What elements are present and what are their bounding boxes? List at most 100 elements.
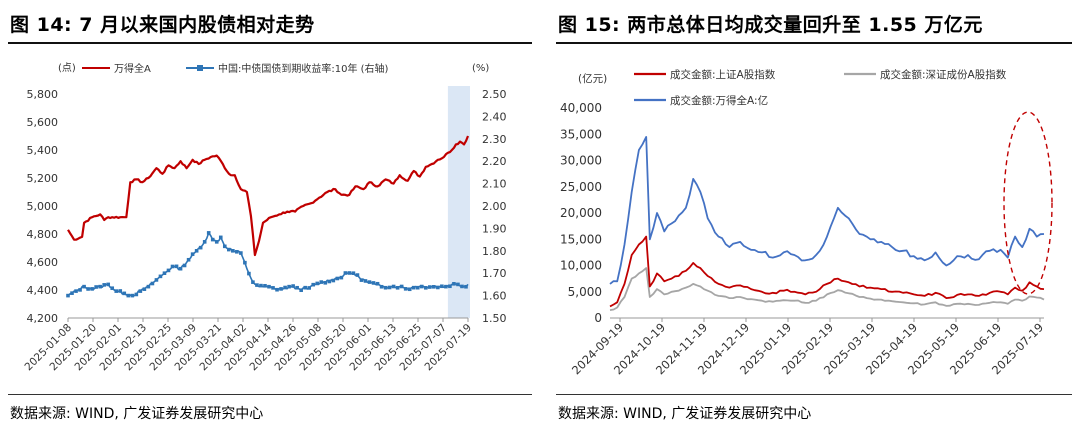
turnover-chart: 40,000 35,000 30,000 25,000 20,000 15,000 10,0…	[560, 68, 1053, 377]
bond-yield-marker	[351, 271, 356, 275]
bond-yield-marker	[407, 287, 412, 292]
bond-yield-marker	[339, 275, 344, 280]
y-tick-label: 4,600	[27, 256, 59, 269]
bond-yield-marker	[235, 249, 239, 254]
bond-yield-marker	[371, 281, 376, 285]
bond-yield-marker	[432, 285, 436, 289]
bond-yield-marker	[303, 285, 307, 290]
bond-yield-marker	[460, 284, 464, 289]
bond-yield-marker	[263, 283, 267, 288]
y-tick-label: 4,800	[27, 228, 59, 241]
bond-yield-marker	[194, 249, 199, 253]
bond-yield-marker	[251, 280, 255, 284]
bond-yield-marker	[395, 285, 400, 290]
figure-15-panel: 图 15: 两市总体日均成交量回升至 1.55 万亿元 40,000 35,000…	[548, 0, 1080, 437]
series-line-wind-a-total	[609, 136, 1045, 285]
july-highlight-ellipse	[1003, 111, 1053, 295]
bond-yield-marker	[311, 282, 316, 287]
bond-yield-marker	[231, 249, 235, 253]
bond-yield-marker	[375, 281, 380, 286]
bond-yield-marker	[456, 282, 460, 287]
bond-yield-marker	[162, 271, 167, 275]
bond-yield-marker	[198, 245, 203, 250]
y-tick-label: 4,400	[27, 284, 59, 297]
bond-yield-marker	[227, 247, 231, 252]
bond-yield-marker	[78, 288, 82, 292]
y-tick-label: 4,200	[27, 312, 59, 325]
bond-yield-marker	[291, 284, 295, 288]
bond-yield-marker	[428, 285, 432, 289]
bond-yield-marker	[452, 281, 456, 286]
bond-yield-marker	[126, 293, 131, 298]
bond-yield-marker	[283, 285, 287, 290]
legend-label-sse: 成交金额:上证A股指数	[670, 68, 776, 81]
y2-tick-label: 2.30	[482, 133, 507, 146]
bond-yield-marker	[383, 285, 388, 290]
bond-yield-marker	[138, 289, 143, 293]
bond-yield-marker	[239, 251, 243, 255]
y2-tick-label: 2.20	[482, 155, 507, 168]
bond-yield-marker	[315, 281, 320, 286]
bond-yield-marker	[403, 287, 408, 291]
bond-yield-marker	[343, 271, 348, 275]
bond-yield-marker	[255, 283, 259, 287]
bond-yield-marker	[327, 279, 332, 284]
bond-yield-marker	[464, 284, 468, 289]
bond-yield-marker	[186, 257, 191, 262]
bond-yield-marker	[444, 284, 448, 289]
bond-yield-marker	[323, 281, 328, 285]
bond-yield-marker	[130, 293, 135, 298]
bond-yield-marker	[98, 284, 102, 289]
y-tick-label: 40,000	[560, 101, 602, 115]
bond-yield-marker	[379, 284, 384, 289]
legend-marker-bond-yield	[197, 65, 203, 71]
bond-yield-marker	[190, 252, 195, 256]
bond-yield-marker	[134, 292, 139, 297]
y-tick-label: 15,000	[560, 232, 602, 246]
y-tick-label: 5,000	[27, 200, 59, 213]
y-tick-label: 5,800	[27, 88, 59, 101]
bond-yield-marker	[436, 285, 440, 290]
figure-14-panel: 图 14: 7 月以来国内股债相对走势 5,800 5,600 5,400 5,200…	[8, 14, 532, 422]
y2-tick-label: 1.50	[482, 312, 507, 325]
bond-yield-marker	[367, 280, 372, 284]
y2-tick-label: 2.00	[482, 200, 507, 213]
bond-yield-marker	[275, 287, 279, 292]
y-tick-label: 20,000	[560, 206, 602, 220]
bond-yield-marker	[299, 288, 303, 293]
source-rule	[556, 394, 1072, 395]
figure-15-title: 图 15: 两市总体日均成交量回升至 1.55 万亿元	[558, 14, 983, 36]
y-tick-label: 30,000	[560, 154, 602, 168]
figure-14-title: 图 14: 7 月以来国内股债相对走势	[10, 14, 315, 36]
bond-yield-marker	[142, 287, 147, 291]
title-rule	[8, 42, 532, 44]
bond-yield-marker	[335, 276, 340, 281]
y2-tick-label: 1.90	[482, 222, 507, 235]
bond-yield-marker	[182, 263, 187, 268]
y-tick-label: 25,000	[560, 180, 602, 194]
bond-yield-marker	[74, 289, 78, 293]
bond-yield-marker	[391, 284, 396, 289]
bond-yield-marker	[243, 260, 247, 265]
bond-yield-marker	[287, 284, 291, 289]
bond-yield-marker	[411, 285, 416, 290]
bond-equity-chart: 5,800 5,600 5,400 5,200 5,000 4,800 4,600 4,400…	[22, 62, 507, 373]
bond-yield-marker	[267, 284, 271, 289]
bond-yield-marker	[359, 278, 364, 282]
bond-yield-marker	[419, 284, 424, 289]
bond-yield-marker	[222, 244, 227, 249]
bond-yield-marker	[154, 278, 159, 282]
left-unit-label: (点)	[58, 62, 76, 74]
legend-label-wind-a-total: 成交金额:万得全A:亿	[670, 94, 768, 107]
bond-yield-marker	[331, 278, 336, 283]
bond-yield-marker	[150, 281, 155, 286]
bond-yield-marker	[307, 286, 312, 290]
series-line-sse	[609, 235, 1045, 308]
bond-yield-marker	[363, 279, 368, 283]
bond-yield-marker	[202, 240, 207, 244]
bond-yield-marker	[448, 284, 452, 289]
bond-yield-marker	[114, 289, 119, 293]
bond-yield-marker	[146, 284, 151, 289]
bond-yield-marker	[110, 286, 115, 291]
bond-yield-marker	[319, 280, 324, 284]
